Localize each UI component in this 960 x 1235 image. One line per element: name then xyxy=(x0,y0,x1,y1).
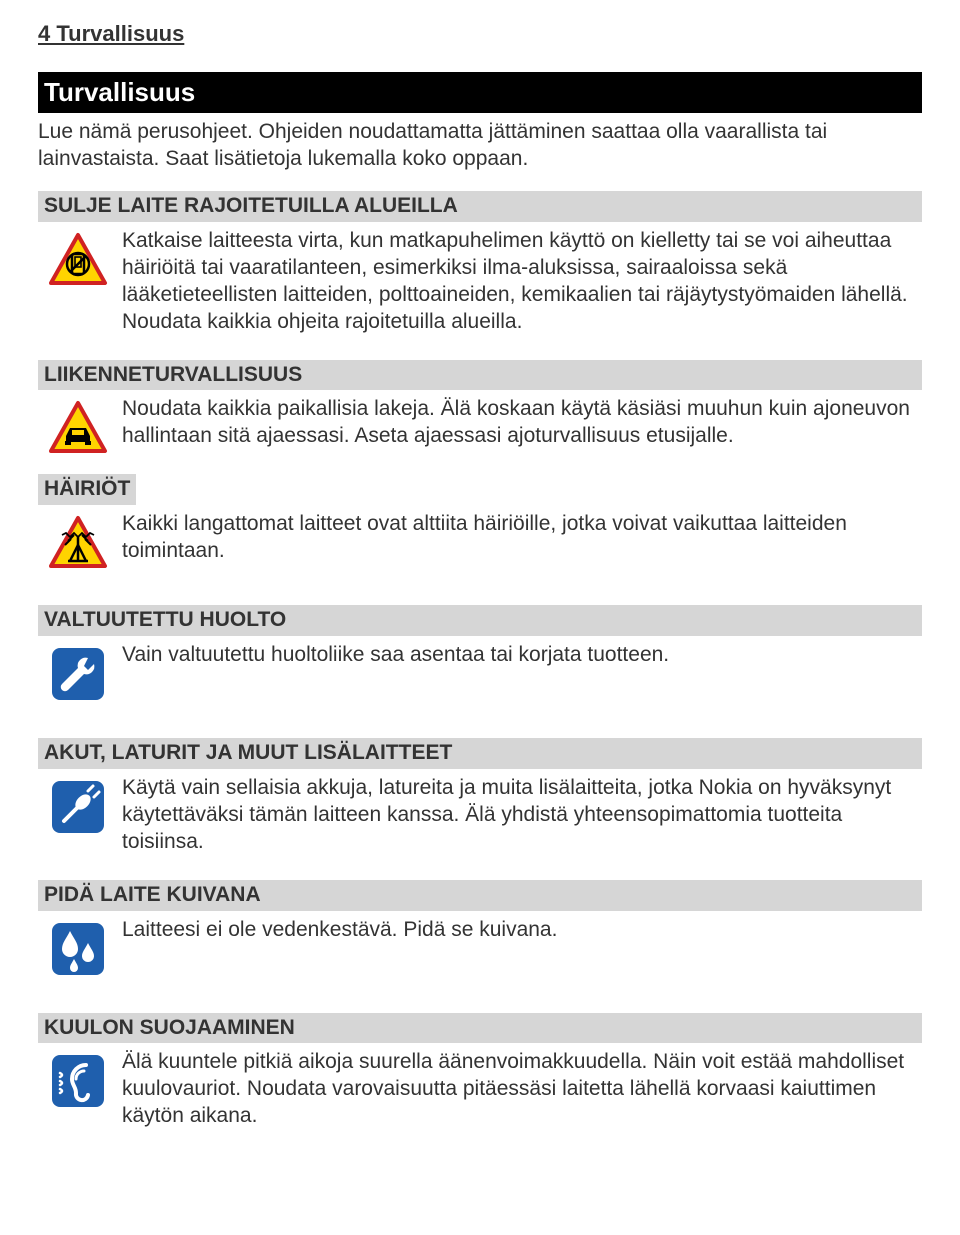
section-header-restricted: SULJE LAITE RAJOITETUILLA ALUEILLA xyxy=(38,191,922,222)
section-header-road: LIIKENNETURVALLISUUS xyxy=(38,360,922,391)
car-warning-icon xyxy=(38,396,118,454)
section-body-road: Noudata kaikkia paikallisia lakeja. Älä … xyxy=(38,390,922,472)
section-text-interference: Kaikki langattomat laitteet ovat alttiit… xyxy=(118,511,922,565)
drops-blue-icon xyxy=(38,917,118,977)
title-bar: Turvallisuus xyxy=(38,72,922,113)
page-header: 4 Turvallisuus xyxy=(38,20,922,48)
section-body-interference: Kaikki langattomat laitteet ovat alttiit… xyxy=(38,505,922,599)
antenna-warning-icon xyxy=(38,511,118,569)
section-text-accessories: Käytä vain sellaisia akkuja, latureita j… xyxy=(118,775,922,856)
plug-blue-icon xyxy=(38,775,118,835)
wrench-blue-icon xyxy=(38,642,118,702)
section-text-dry: Laitteesi ei ole vedenkestävä. Pidä se k… xyxy=(118,917,922,944)
section-text-restricted: Katkaise laitteesta virta, kun matkapuhe… xyxy=(118,228,922,336)
section-text-hearing: Älä kuuntele pitkiä aikoja suurella ääne… xyxy=(118,1049,922,1130)
section-header-accessories: AKUT, LATURIT JA MUUT LISÄLAITTEET xyxy=(38,738,922,769)
ear-blue-icon xyxy=(38,1049,118,1109)
section-text-road: Noudata kaikkia paikallisia lakeja. Älä … xyxy=(118,396,922,450)
section-body-service: Vain valtuutettu huoltoliike saa asentaa… xyxy=(38,636,922,732)
section-header-hearing: KUULON SUOJAAMINEN xyxy=(38,1013,922,1044)
intro-text: Lue nämä perusohjeet. Ohjeiden noudattam… xyxy=(38,119,922,173)
section-body-restricted: Katkaise laitteesta virta, kun matkapuhe… xyxy=(38,222,922,354)
section-body-accessories: Käytä vain sellaisia akkuja, latureita j… xyxy=(38,769,922,874)
section-header-dry: PIDÄ LAITE KUIVANA xyxy=(38,880,922,911)
section-text-service: Vain valtuutettu huoltoliike saa asentaa… xyxy=(118,642,922,669)
section-body-dry: Laitteesi ei ole vedenkestävä. Pidä se k… xyxy=(38,911,922,1007)
section-header-interference: HÄIRIÖT xyxy=(38,474,136,505)
phone-off-warning-icon xyxy=(38,228,118,286)
section-body-hearing: Älä kuuntele pitkiä aikoja suurella ääne… xyxy=(38,1043,922,1148)
section-header-service: VALTUUTETTU HUOLTO xyxy=(38,605,922,636)
